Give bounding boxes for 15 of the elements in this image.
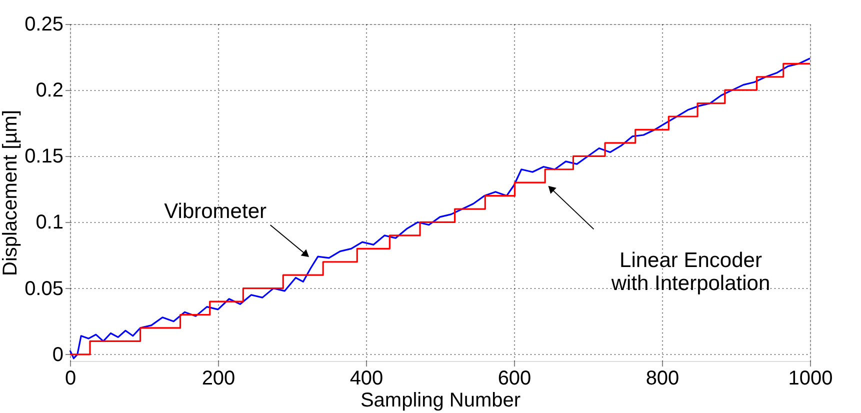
y-tick-label: 0 [52, 344, 64, 366]
x-tick-label: 400 [350, 368, 384, 390]
x-tick-label: 800 [646, 368, 680, 390]
annotation: Vibrometer [164, 200, 266, 223]
x-tick-label: 600 [498, 368, 532, 390]
x-axis-title: Sampling Number [360, 390, 521, 412]
y-axis-title: Displacement [µm] [0, 110, 22, 276]
y-tick-label: 0.15 [24, 146, 64, 168]
y-tick-label: 0.2 [36, 80, 64, 102]
x-tick-label: 200 [202, 368, 236, 390]
y-tick-label: 0.25 [24, 14, 64, 36]
annotation: Linear Encoder with Interpolation [610, 249, 770, 296]
x-tick-label: 1000 [788, 368, 833, 390]
y-tick-label: 0.05 [24, 278, 64, 300]
y-tick-label: 0.1 [36, 212, 64, 234]
